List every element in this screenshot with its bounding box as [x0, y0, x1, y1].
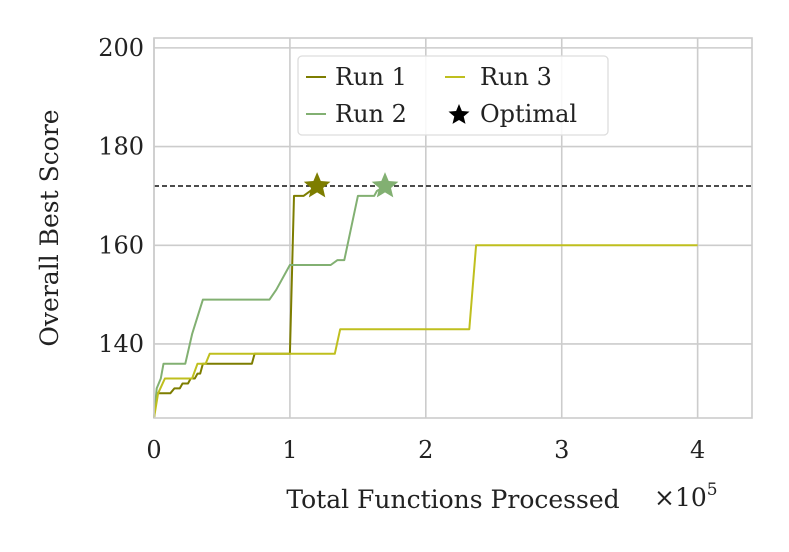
y-tick-label: 200 [98, 34, 144, 62]
y-tick-label: 160 [98, 231, 144, 259]
series-line-run-2 [153, 185, 386, 419]
legend-star-icon [448, 104, 470, 124]
x-axis-multiplier-exponent: 5 [707, 480, 718, 500]
legend-label-optimal: Optimal [480, 100, 577, 128]
legend: Run 1 Run 2 Run 3 Optimal [297, 55, 609, 136]
y-tick-label: 180 [98, 133, 144, 161]
optimal-markers [303, 172, 399, 198]
series-lines [153, 185, 698, 419]
series-line-run-3 [153, 244, 698, 419]
x-tick-labels: 0 1 2 3 4 [146, 436, 705, 464]
plot-frame [153, 37, 753, 419]
legend-item-optimal: Optimal [448, 100, 577, 128]
x-axis-label: Total Functions Processed [286, 485, 619, 514]
optimal-star-run-2 [371, 172, 399, 198]
x-axis-multiplier: ×105 [654, 480, 718, 512]
x-tick-label: 1 [282, 436, 297, 464]
legend-item-run-2: Run 2 [306, 100, 407, 128]
legend-item-run-1: Run 1 [306, 63, 407, 91]
y-axis-label: Overall Best Score [35, 109, 64, 346]
legend-label-run-3: Run 3 [480, 63, 552, 91]
y-tick-label: 140 [98, 330, 144, 358]
optimal-star-run-1 [303, 172, 331, 198]
x-tick-label: 4 [690, 436, 705, 464]
legend-item-run-3: Run 3 [445, 63, 552, 91]
y-tick-labels: 140 160 180 200 [98, 34, 144, 358]
x-tick-label: 2 [418, 436, 433, 464]
legend-label-run-2: Run 2 [335, 100, 407, 128]
legend-box [297, 55, 609, 136]
x-tick-label: 0 [146, 436, 161, 464]
legend-label-run-1: Run 1 [335, 63, 407, 91]
x-tick-label: 3 [554, 436, 569, 464]
